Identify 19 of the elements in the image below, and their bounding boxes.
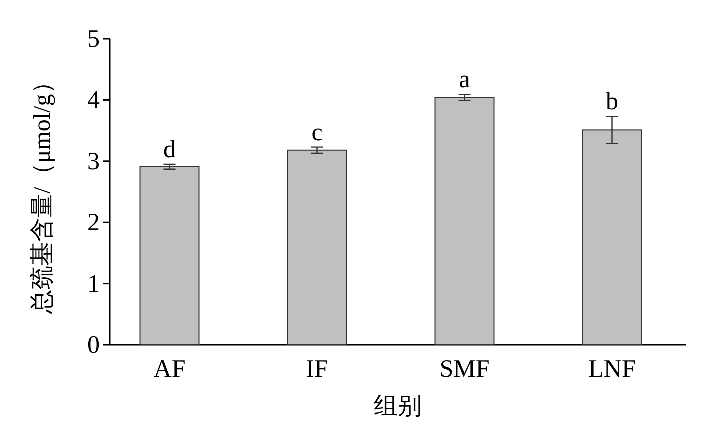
x-tick-label: AF (154, 356, 186, 383)
x-axis-title: 组别 (374, 394, 422, 420)
bar (434, 97, 495, 346)
x-tick-label: LNF (588, 356, 636, 383)
y-tick-label: 4 (88, 87, 100, 114)
y-tick-label: 2 (88, 210, 100, 237)
y-tick-label: 3 (88, 148, 100, 176)
y-tick-label: 5 (88, 26, 100, 53)
y-tick-label: 1 (88, 270, 100, 298)
y-axis-title: 总巯基含量/（μmol/g） (29, 70, 56, 315)
bar (140, 166, 200, 346)
annotation: b (606, 88, 618, 116)
annotation: a (459, 66, 470, 94)
x-tick-label: IF (306, 356, 328, 383)
annotation: d (164, 136, 176, 164)
x-tick-label: SMF (440, 356, 490, 383)
bar (287, 150, 348, 346)
y-tick-label: 0 (88, 332, 100, 359)
annotation: c (312, 119, 323, 146)
